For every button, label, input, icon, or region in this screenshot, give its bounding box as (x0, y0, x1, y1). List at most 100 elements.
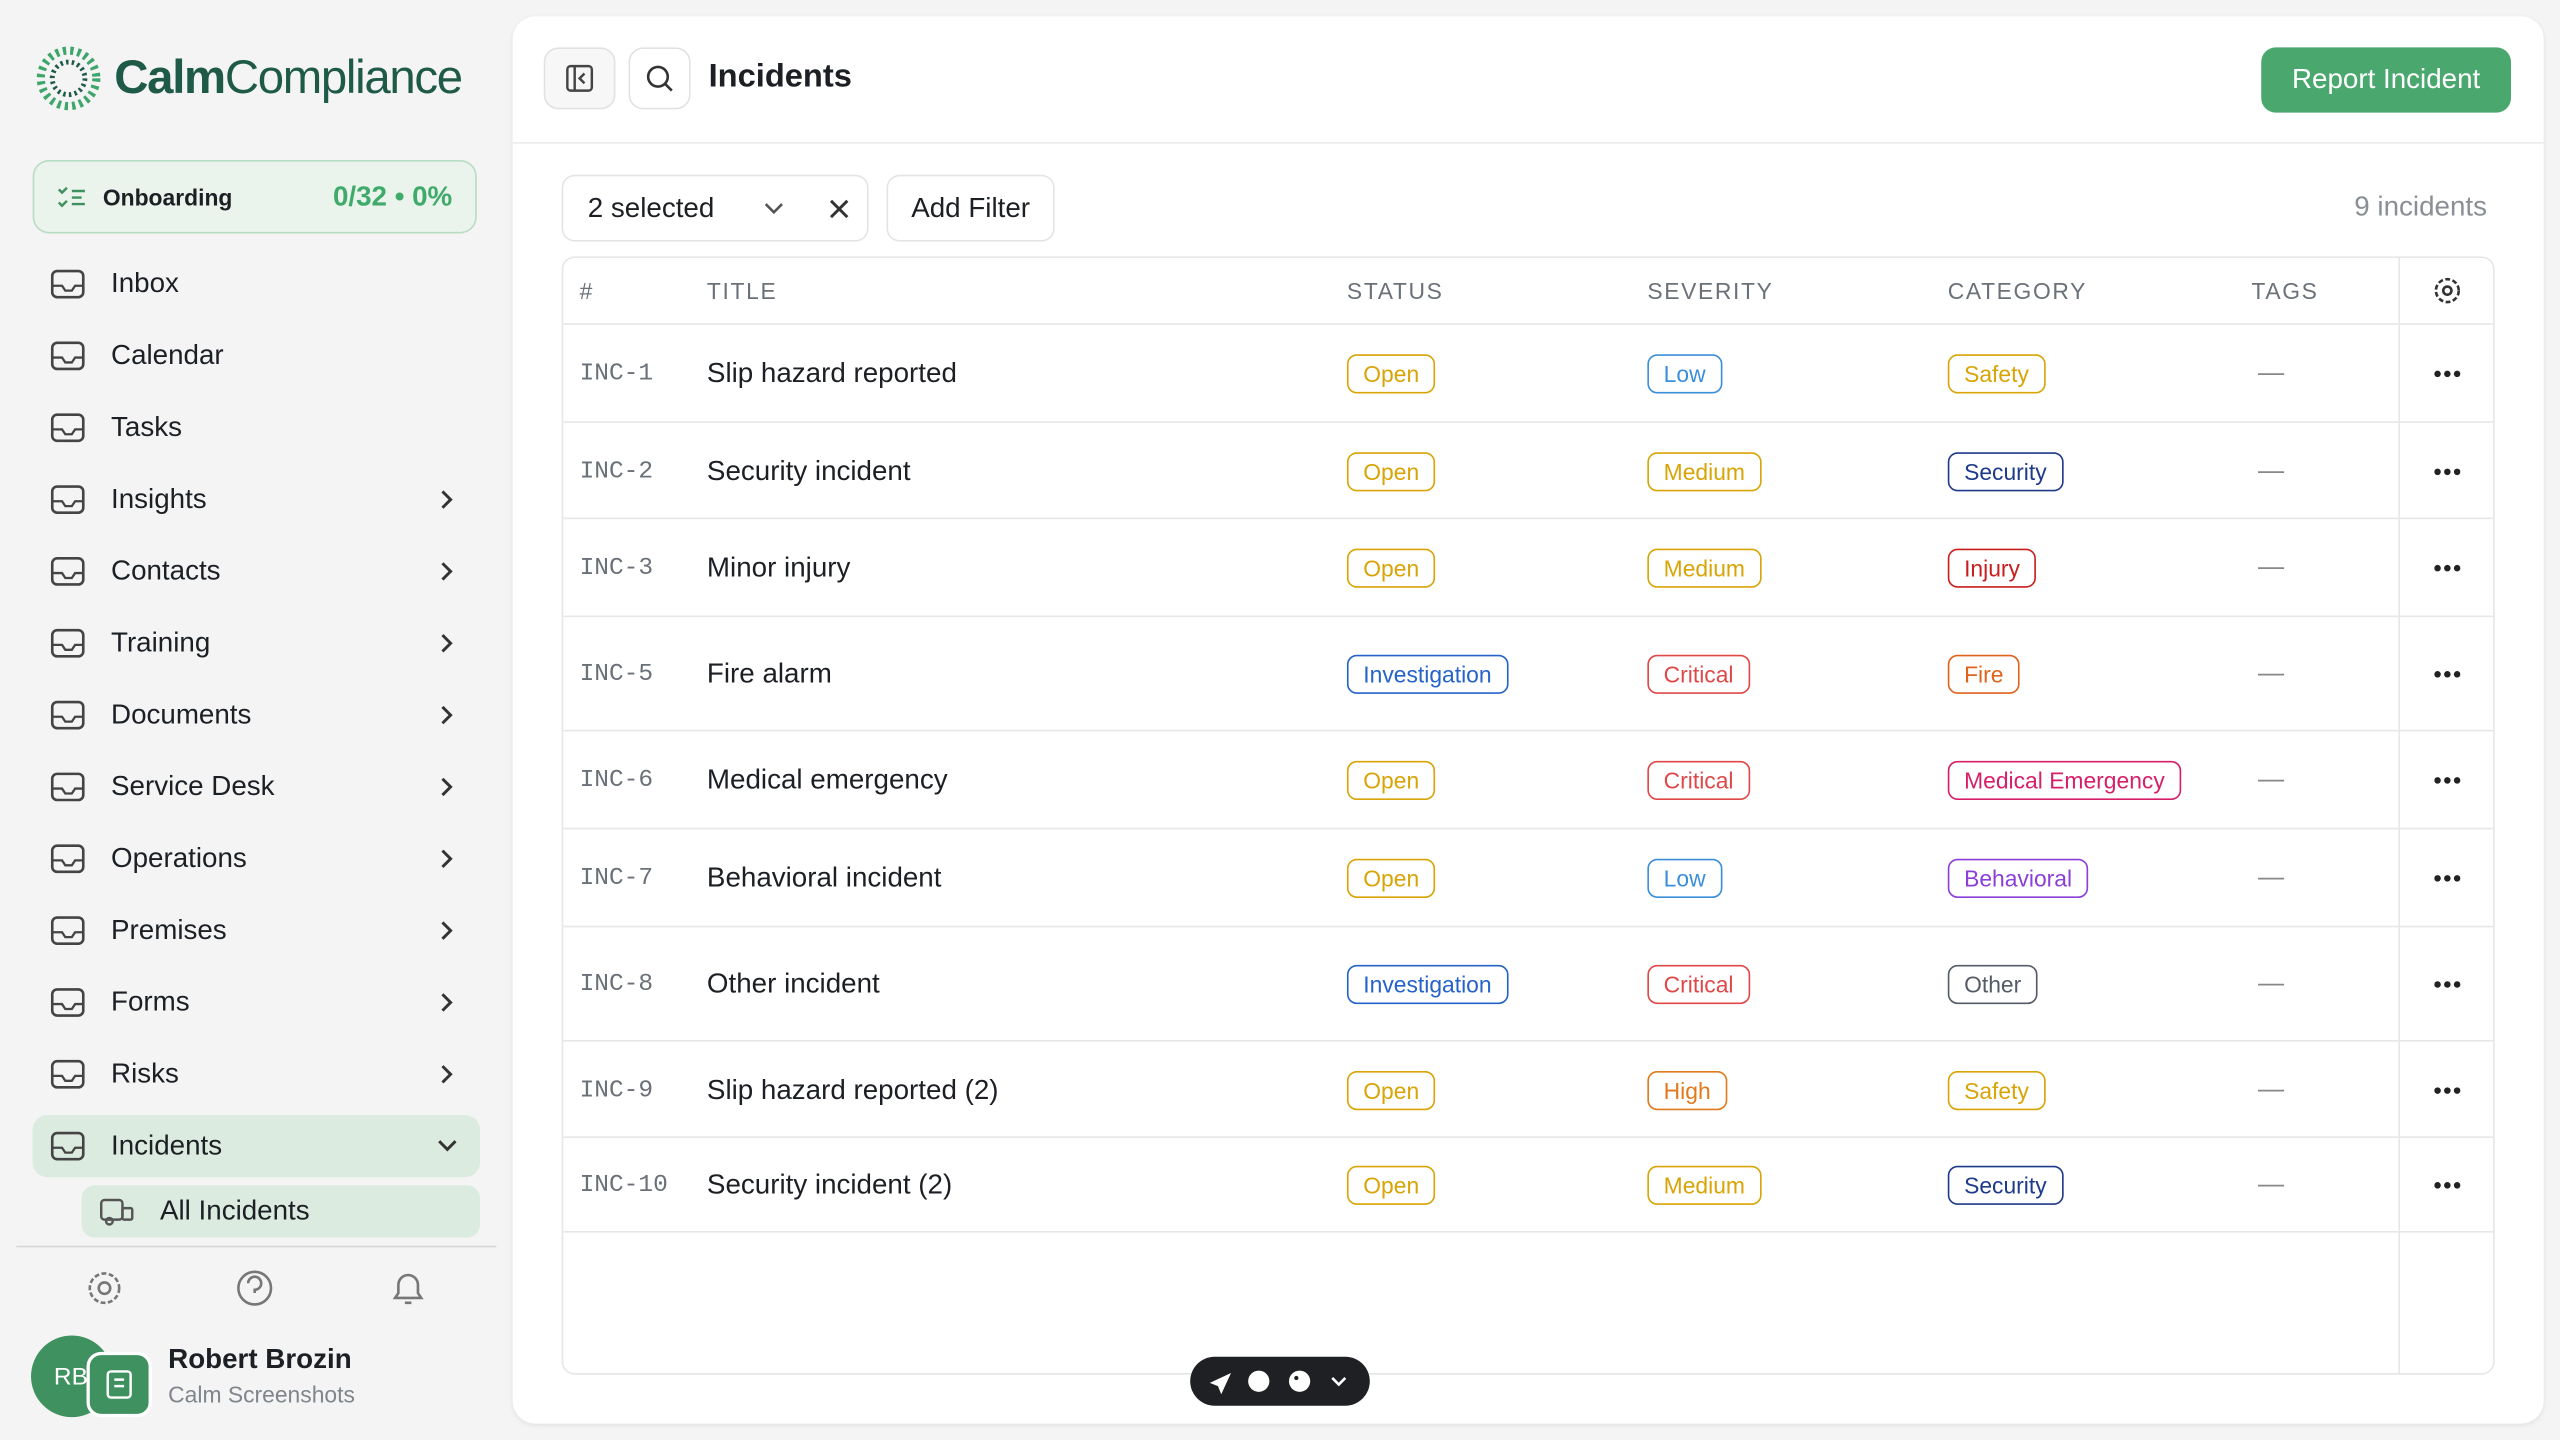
onboarding-label: Onboarding (102, 183, 233, 210)
status-badge: Investigation (1346, 654, 1508, 694)
nav-item[interactable]: Documents (33, 684, 480, 746)
nav-item[interactable]: Operations (33, 828, 480, 890)
category-badge: Injury (1947, 548, 2037, 588)
column-header: SEVERITY (1647, 277, 1774, 304)
incident-title: Slip hazard reported (2) (706, 1073, 999, 1105)
nav-item[interactable]: Incidents (32, 1115, 480, 1178)
row-menu[interactable] (2434, 776, 2461, 786)
toggle-sidebar-button[interactable] (543, 47, 616, 110)
table-row[interactable]: INC-6 Medical emergency Open Critical Medica… (563, 729, 2494, 830)
incident-id: INC-10 (579, 1171, 668, 1200)
nav-item[interactable]: Contacts (33, 540, 480, 602)
severity-badge: Low (1647, 858, 1722, 898)
nav-item[interactable]: Service Desk (33, 756, 480, 818)
row-menu[interactable] (2434, 1180, 2461, 1190)
brand[interactable]: CalmCompliance (33, 42, 463, 114)
severity-badge: Low (1647, 354, 1722, 394)
row-menu[interactable] (2434, 873, 2461, 883)
table-row[interactable]: INC-10 Security incident (2) Open Medium Sec… (563, 1136, 2494, 1232)
status-filter[interactable]: 2 selected (561, 174, 869, 242)
incident-tags: — (2257, 659, 2285, 688)
sidebar-actions (88, 1270, 424, 1306)
status-badge: Open (1346, 760, 1436, 800)
settings-button[interactable] (88, 1272, 121, 1305)
nav-label: Calendar (111, 339, 224, 371)
nav-item[interactable]: Insights (33, 469, 480, 531)
subnav-icon (99, 1198, 134, 1226)
nav-item[interactable]: Premises (33, 900, 480, 962)
severity-badge: Medium (1647, 1165, 1762, 1205)
status-badge: Open (1346, 1165, 1436, 1205)
incident-title: Security incident (706, 454, 911, 486)
incident-tags: — (2257, 553, 2285, 582)
page-title: Incidents (708, 58, 852, 95)
status-badge: Open (1346, 354, 1436, 394)
search-icon (646, 65, 673, 92)
user-initials: RB (53, 1362, 88, 1391)
subnav-item[interactable]: All Incidents (81, 1185, 480, 1238)
add-filter-button[interactable]: Add Filter (886, 174, 1055, 242)
category-badge: Fire (1947, 654, 2020, 694)
table-row[interactable]: INC-8 Other incident Investigation Critical… (563, 925, 2494, 1042)
row-menu[interactable] (2434, 369, 2461, 379)
category-badge: Security (1947, 451, 2063, 491)
filter-selected: 2 selected (587, 191, 715, 223)
column-header: CATEGORY (1947, 277, 2087, 304)
nav-icon (50, 628, 85, 658)
nav-chevron (441, 849, 453, 868)
incident-id: INC-6 (579, 766, 654, 795)
subnav-label: All Incidents (159, 1195, 310, 1227)
table-row[interactable]: INC-1 Slip hazard reported Open Low Safety — (563, 323, 2494, 423)
table-row[interactable]: INC-3 Minor injury Open Medium Injury — (563, 517, 2494, 618)
nav-item[interactable]: Forms (33, 971, 480, 1033)
row-menu[interactable] (2434, 669, 2461, 679)
divider (16, 1245, 497, 1248)
main-panel (512, 16, 2544, 1424)
row-menu[interactable] (2434, 563, 2461, 573)
user-name: Robert Brozin (168, 1343, 352, 1375)
filter-clear[interactable] (828, 197, 851, 220)
column-settings-button[interactable] (2431, 274, 2464, 307)
nav-item[interactable]: Inbox (33, 253, 480, 315)
nav-label: Service Desk (111, 770, 275, 802)
feedback-toolbar[interactable] (1190, 1356, 1370, 1406)
toggle-icon (566, 64, 594, 92)
help-button[interactable] (237, 1270, 273, 1306)
status-badge: Open (1346, 1070, 1436, 1110)
nav-chevron (438, 1140, 457, 1152)
logo-icon (36, 46, 101, 111)
incident-id: INC-8 (579, 970, 654, 999)
row-menu[interactable] (2434, 1085, 2461, 1095)
nav-item[interactable]: Risks (33, 1043, 480, 1105)
column-header: TAGS (2251, 277, 2319, 304)
row-menu[interactable] (2434, 980, 2461, 990)
status-badge: Investigation (1346, 964, 1508, 1005)
incident-id: INC-5 (579, 660, 654, 689)
nav-label: Premises (111, 914, 227, 946)
row-menu[interactable] (2434, 466, 2461, 476)
onboarding-icon (57, 186, 85, 207)
nav-item[interactable]: Calendar (33, 325, 480, 387)
table-row[interactable]: INC-7 Behavioral incident Open Low Behaviora… (563, 827, 2494, 928)
filter-dropdown[interactable] (762, 200, 785, 216)
incident-tags: — (2257, 456, 2285, 485)
table-row[interactable]: INC-2 Security incident Open Medium Security… (563, 421, 2494, 519)
search-button[interactable] (628, 47, 691, 110)
incident-id: INC-9 (579, 1075, 654, 1104)
nav-icon (50, 844, 85, 874)
nav-item[interactable]: Tasks (33, 397, 480, 459)
status-badge: Open (1346, 858, 1436, 898)
table-row[interactable]: INC-9 Slip hazard reported (2) Open High Saf… (563, 1039, 2494, 1138)
category-badge: Behavioral (1947, 858, 2089, 898)
nav-icon (50, 269, 85, 299)
nav-label: Contacts (111, 555, 221, 587)
nav-item[interactable]: Training (33, 612, 480, 674)
table-row[interactable]: INC-5 Fire alarm Investigation Critical Fire… (563, 615, 2494, 732)
column-header: TITLE (706, 277, 778, 304)
onboarding[interactable]: Onboarding 0/32 • 0% (32, 159, 477, 234)
report-incident-button[interactable]: Report Incident (2261, 47, 2512, 113)
category-badge: Security (1947, 1165, 2063, 1205)
incident-id: INC-7 (579, 864, 654, 893)
notifications-button[interactable] (392, 1273, 424, 1305)
